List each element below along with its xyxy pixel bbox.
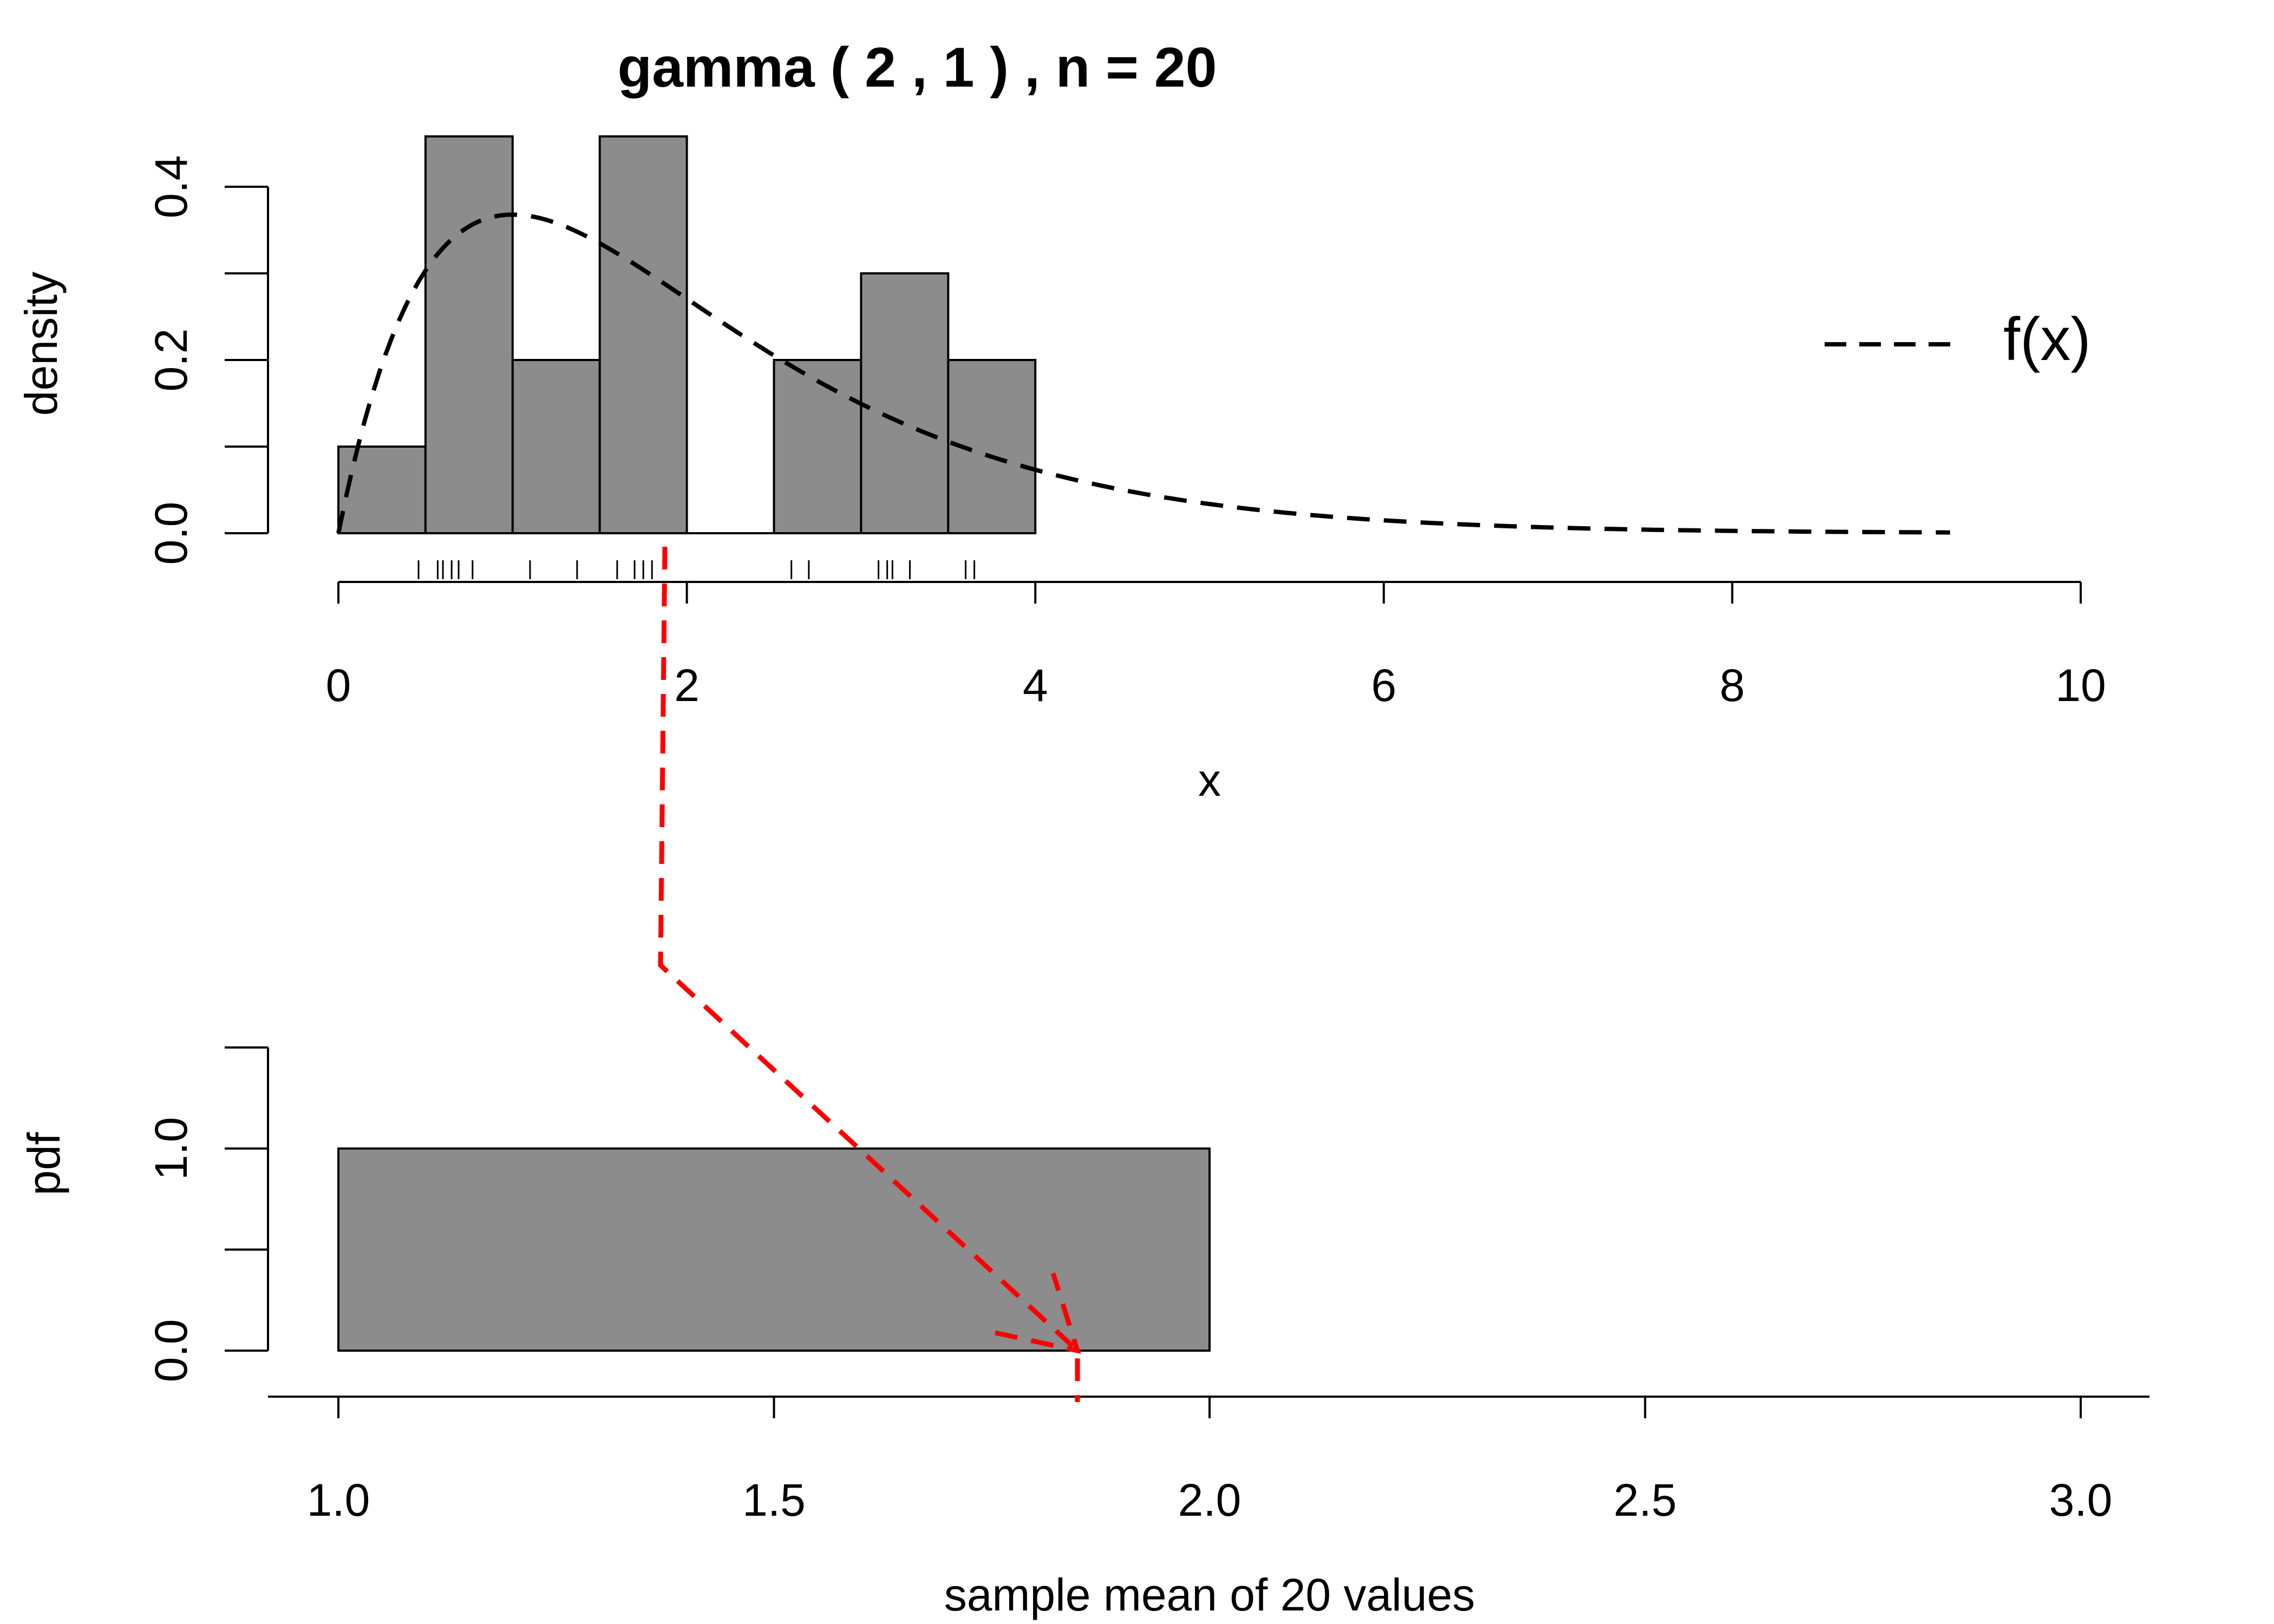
density-curve bbox=[336, 212, 1950, 535]
x-tick-label: 4 bbox=[1023, 660, 1048, 711]
histogram-bar bbox=[598, 135, 688, 534]
bottom-x-axis-label: sample mean of 20 values bbox=[944, 1569, 1475, 1620]
histogram-bar bbox=[860, 272, 950, 534]
histogram-bar bbox=[511, 359, 601, 534]
y-tick-label: 1.0 bbox=[146, 1117, 197, 1180]
x-tick-label: 2 bbox=[674, 660, 700, 711]
y-tick-label: 0.4 bbox=[146, 155, 197, 219]
bottom-y-axis-label: pdf bbox=[18, 1132, 69, 1195]
x-tick-label: 6 bbox=[1371, 660, 1396, 711]
y-tick-label: 0.2 bbox=[146, 329, 197, 392]
legend-label: f(x) bbox=[2003, 305, 2091, 373]
top-bars bbox=[337, 135, 1037, 534]
histogram-bar bbox=[424, 135, 514, 534]
x-tick-label: 3.0 bbox=[2049, 1475, 2113, 1525]
connector-line bbox=[658, 546, 1080, 1402]
x-tick-label: 0 bbox=[326, 660, 351, 711]
sample-mean-connector-arrow bbox=[658, 546, 1081, 1402]
top-x-axis: 0 2 4 6 8 10 bbox=[326, 581, 2106, 711]
top-y-axis: 0.0 0.2 0.4 bbox=[146, 155, 269, 565]
histogram-bar bbox=[773, 359, 862, 534]
x-tick-label: 8 bbox=[1720, 660, 1745, 711]
x-tick-label: 2.5 bbox=[1613, 1475, 1677, 1525]
connector-arrowhead bbox=[995, 1272, 1081, 1354]
x-tick-label: 1.0 bbox=[307, 1475, 370, 1525]
top-histogram-panel: 0 2 4 6 8 10 0.0 0.2 0.4 gamma ( 2 , 1 ) , n = … bbox=[16, 36, 2106, 806]
histogram-bar bbox=[337, 446, 427, 534]
x-tick-label: 1.5 bbox=[742, 1475, 806, 1525]
top-x-axis-label: x bbox=[1198, 755, 1221, 806]
bottom-x-axis: 1.0 1.5 2.0 2.5 3.0 bbox=[268, 1396, 2149, 1525]
x-tick-label: 2.0 bbox=[1178, 1475, 1241, 1525]
legend: f(x) bbox=[1825, 305, 2091, 373]
top-rug bbox=[417, 560, 976, 579]
y-tick-label: 0.0 bbox=[146, 502, 197, 565]
y-tick-label: 0.0 bbox=[146, 1319, 197, 1383]
top-y-axis-label: density bbox=[16, 272, 67, 416]
bottom-histogram-panel: 1.0 1.5 2.0 2.5 3.0 0.0 1.0 sample mean of 20… bbox=[18, 1046, 2149, 1620]
bottom-y-axis: 0.0 1.0 bbox=[146, 1046, 269, 1383]
x-tick-label: 10 bbox=[2055, 660, 2106, 711]
chart-title: gamma ( 2 , 1 ) , n = 20 bbox=[618, 36, 1217, 99]
sample-mean-bar bbox=[337, 1147, 1211, 1352]
bottom-bars bbox=[337, 1147, 1211, 1352]
